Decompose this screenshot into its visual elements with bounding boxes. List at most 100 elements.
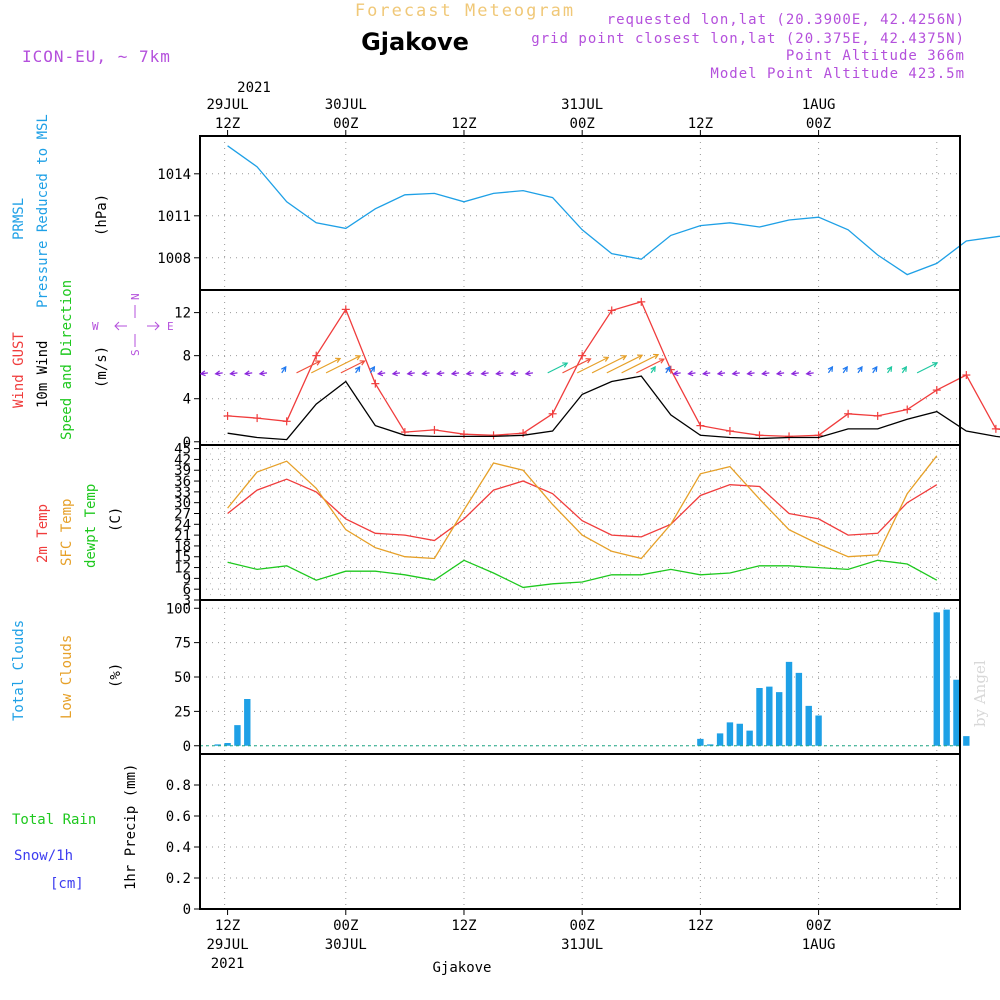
gust-point [548,409,557,418]
wind-arrow [296,360,322,374]
wind-arrow [436,370,445,377]
precip-ytick-label: 0.4 [166,840,191,856]
gust-point [873,411,882,420]
dewpt-label: dewpt Temp [83,484,99,568]
gust-point [962,371,971,380]
bottom-tick-label: 1AUG [802,937,836,953]
bottom-tick-label: 29JUL [207,937,249,953]
wind-arrow [199,370,208,377]
wind10m-label: 10m Wind [35,341,51,408]
compass-s: S [129,349,142,356]
wind-arrow [421,370,430,377]
gust-point [430,425,439,434]
model-altitude: Model Point Altitude 423.5m [710,66,965,82]
bottom-tick-label: 31JUL [561,937,603,953]
wind-arrow [901,365,907,374]
sfc-temp-label: SFC Temp [59,499,75,566]
pressure-panel-labels: PRMSL Pressure Reduced to MSL (hPa) [11,114,110,308]
wind-arrow [465,370,474,377]
prmsl-line [227,145,1000,276]
temperature-panel-labels: 2m Temp SFC Temp dewpt Temp (C) [35,484,124,568]
total-clouds-bar [953,679,960,746]
total-clouds-bar [716,733,724,746]
temperature-ytick-label: 9 [183,571,191,587]
clouds-panel-labels: Total Clouds Low Clouds (%) [11,620,124,721]
top-tick-label: 12Z [215,116,240,132]
wind-arrow [243,370,253,377]
bottom-tick-label: 00Z [806,918,831,934]
total-clouds-bar [766,686,773,746]
total-clouds-bar [214,744,221,746]
wind-arrow [842,365,848,374]
total-clouds-bar [933,612,940,746]
wind-arrow [775,370,785,377]
precip-unit: 1hr Precip (mm) [123,764,139,890]
total-clouds-bar [746,730,753,746]
dewpt-line [227,559,938,589]
snow-label: Snow/1h [14,848,73,864]
wind-arrow [716,370,726,377]
temperature-ytick-label: 24 [174,517,191,533]
temp2m-label: 2m Temp [35,504,51,563]
gust-point [725,427,734,436]
temp-unit: (C) [108,507,124,532]
top-tick-label: 12Z [688,116,713,132]
wind-arrow [606,354,644,374]
wind-speed-dir-label: Speed and Direction [59,280,75,440]
compass-arrows [114,305,160,347]
total-clouds-bar [707,744,714,746]
pressure-frame [199,135,961,291]
gust-point [903,405,912,414]
temperature-ytick-label: 12 [174,561,191,577]
wind-arrow [872,365,878,374]
wind-arrow [731,370,740,377]
pressure-ytick-label: 1008 [157,251,191,267]
gust-point [991,424,1000,433]
low-clouds-label: Low Clouds [59,635,75,719]
gust-label: Wind GUST [11,332,27,408]
wind-arrow [916,362,939,374]
temperature-frame [199,444,961,601]
requested-coords: requested lon,lat (20.3900E, 42.4256N) [607,12,965,28]
bottom-tick-label: 00Z [333,918,358,934]
panels: 1014101110081284045423936333027242118151… [157,135,1000,918]
wind-arrow [340,360,366,374]
wind-arrow [325,355,362,374]
wind-arrow [391,370,401,377]
gust-point [371,379,380,388]
wind-arrow [258,370,268,377]
bottom-tick-label: 2021 [211,956,245,972]
top-tick-label: 12Z [451,116,476,132]
bottom-tick-label: 12Z [451,918,476,934]
pressure-panel: 1014 1011 1008 [157,135,1000,291]
wind-ytick-label: 12 [174,306,191,322]
gust-point [785,432,794,441]
temperature-ytick-label: 42 [174,452,191,468]
total-clouds-bar [785,661,793,746]
total-rain-label: Total Rain [12,812,96,828]
total-clouds-bar [736,723,743,746]
temperature-ytick-label: 18 [174,539,191,555]
wind-arrow [369,365,376,374]
wind-ytick-label: 8 [183,349,191,365]
temperature-ytick-label: 3 [183,593,191,609]
wind-arrow [687,370,696,377]
model-label: ICON-EU, ~ 7km [22,47,171,66]
top-tick-label: 1AUG [802,97,836,113]
bottom-tick-label: 30JUL [325,937,367,953]
wind-arrow [354,365,361,374]
top-tick-label: 00Z [570,116,595,132]
wind-arrow [790,370,799,377]
clouds-unit: (%) [108,663,124,688]
clouds-ytick-label: 100 [166,601,191,617]
sfc_temp-line [227,455,938,560]
clouds-ytick-label: 25 [174,704,191,720]
total-clouds-bar [943,609,950,746]
wind-arrow [229,370,238,377]
bottom-time-axis: 12Z 29JUL 2021 00Z 30JUL 12Z 00Z 31JUL 12Z 00Z 1AU… [207,909,836,972]
wind-arrow [281,365,287,374]
total-clouds-bar [726,722,734,746]
wind-unit: (m/s) [94,346,110,388]
gust-point [932,386,941,395]
wind-direction-arrows [199,353,939,377]
